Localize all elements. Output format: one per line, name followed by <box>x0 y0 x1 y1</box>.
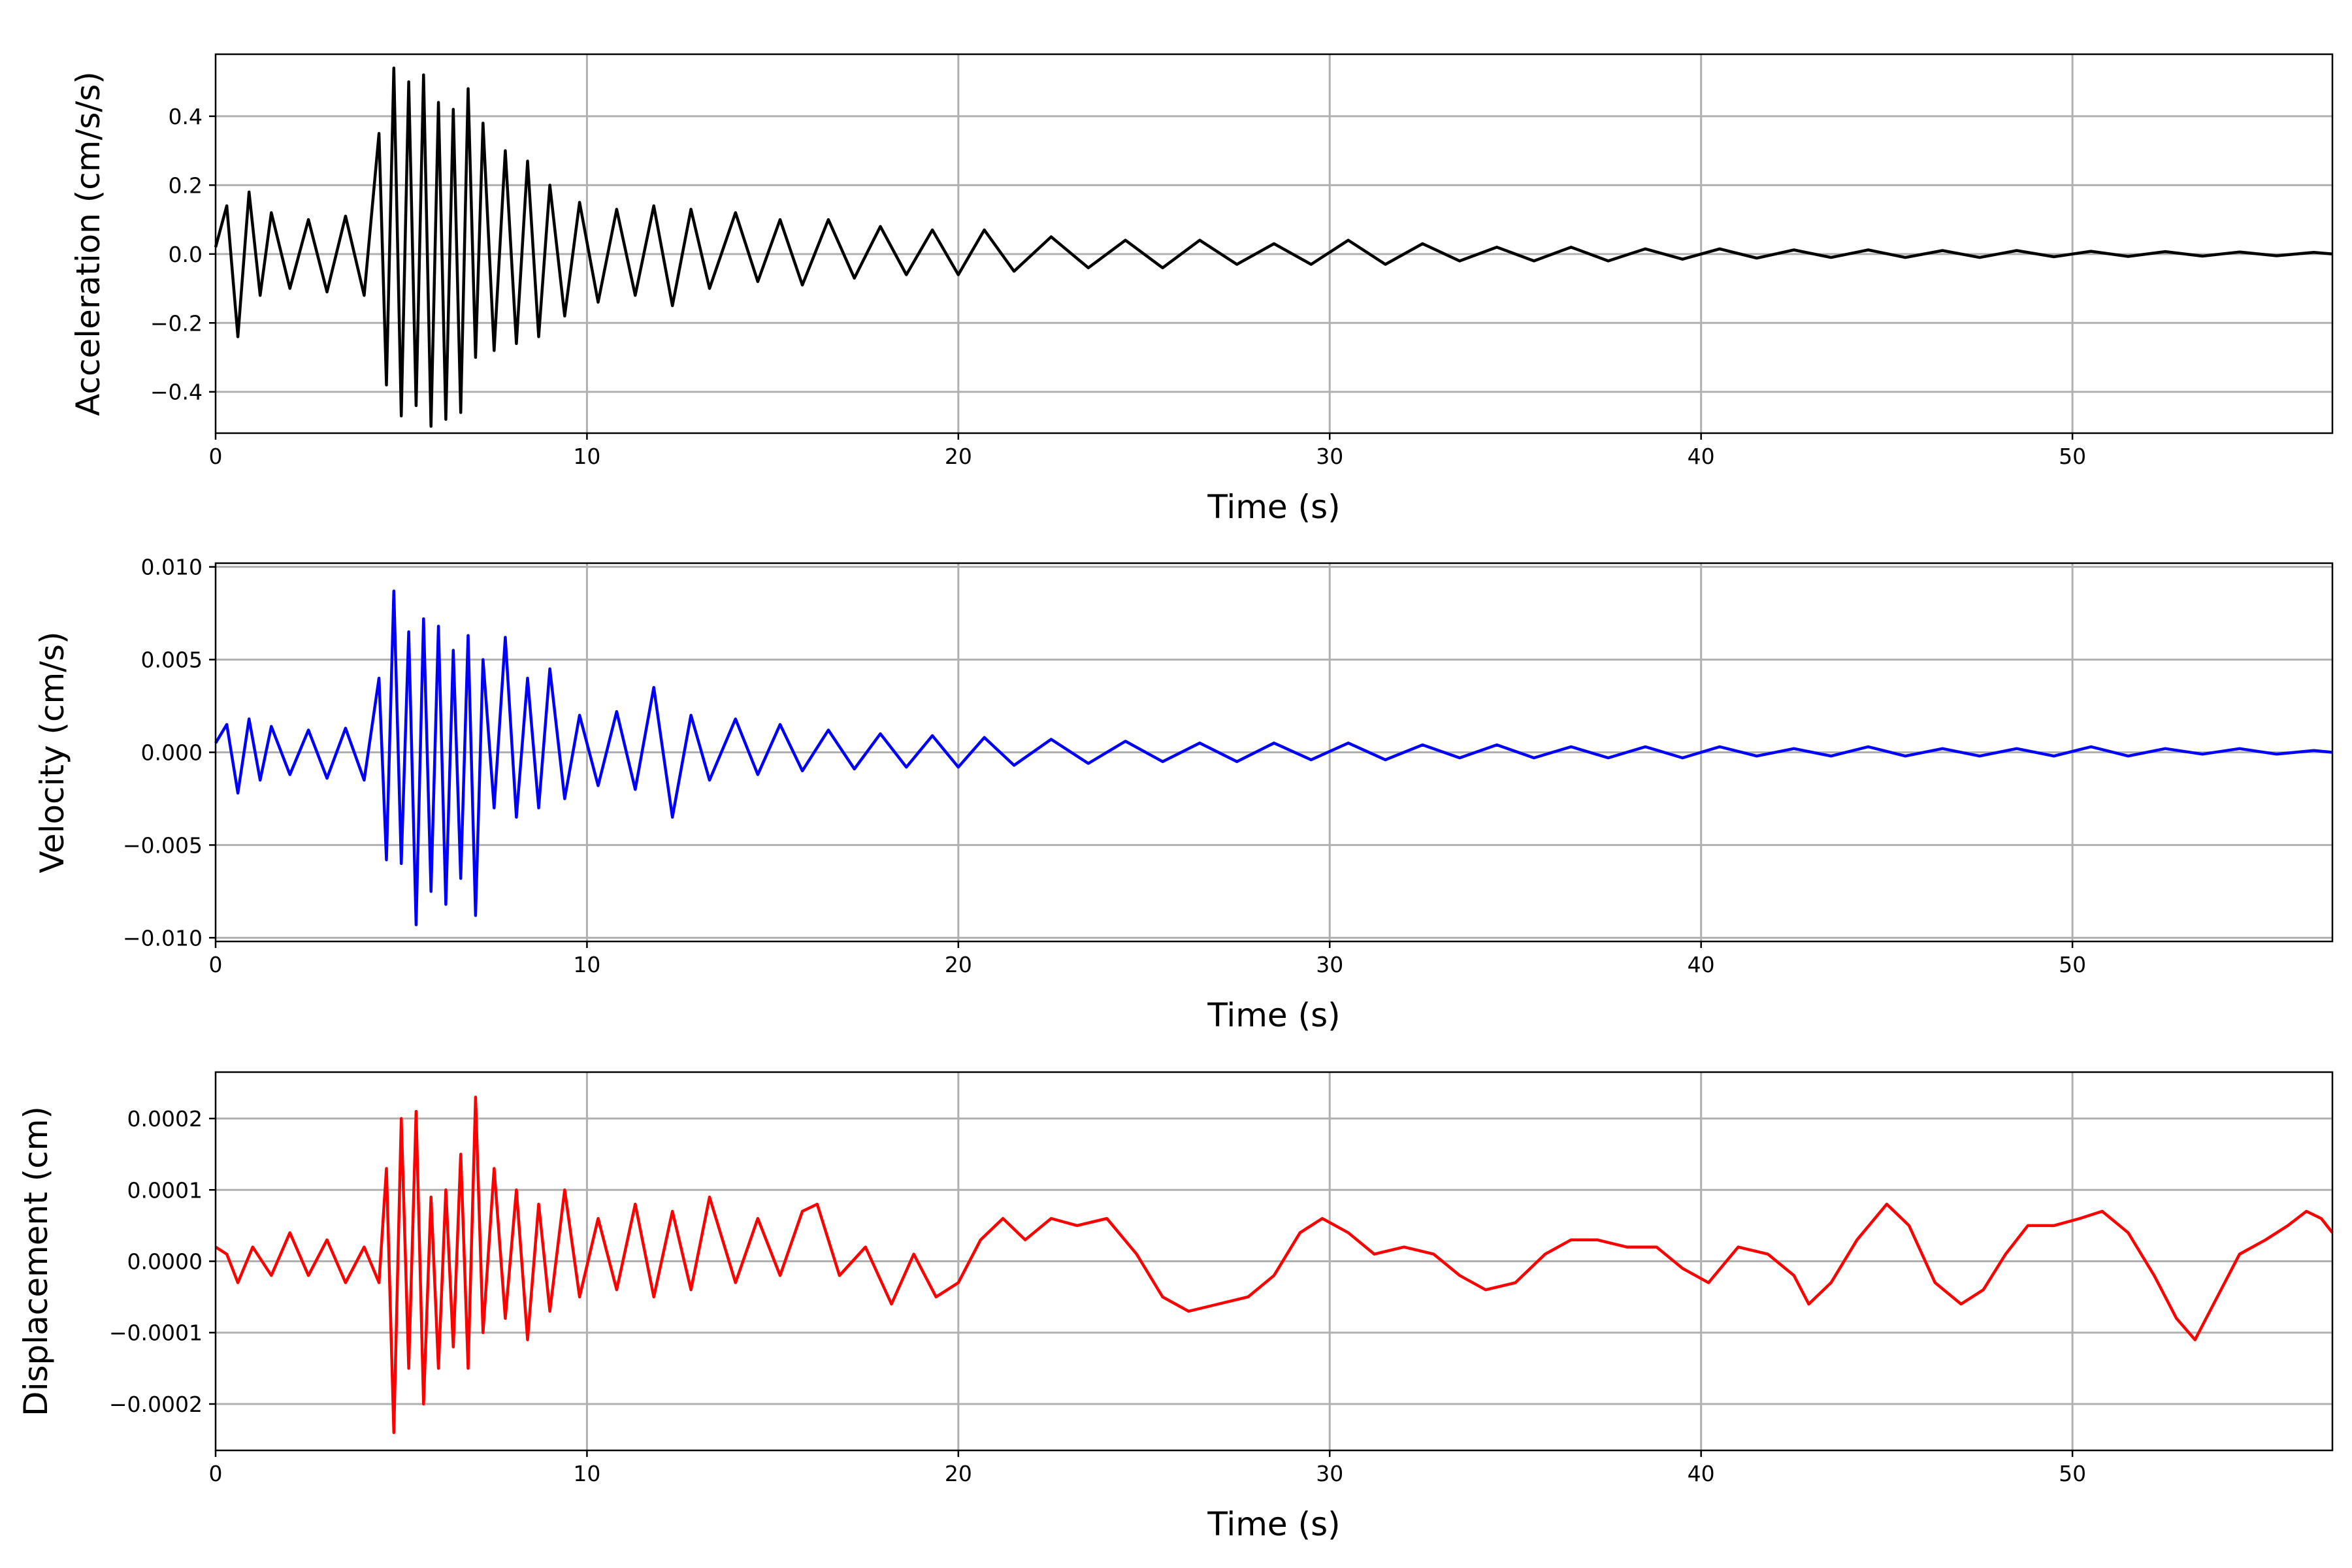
x-tick-label: 0 <box>209 1461 223 1486</box>
y-tick-label: 0.0001 <box>127 1177 203 1203</box>
x-tick-label: 30 <box>1316 1461 1343 1486</box>
x-axis-label: Time (s) <box>1207 996 1340 1034</box>
x-tick-label: 40 <box>1688 444 1715 469</box>
y-axis-label: Acceleration (cm/s/s) <box>69 71 107 416</box>
series-line-1 <box>214 66 2333 428</box>
x-tick-label: 50 <box>2059 952 2086 977</box>
y-tick-label: −0.005 <box>123 832 203 858</box>
x-tick-label: 10 <box>573 444 600 469</box>
x-tick-label: 40 <box>1688 1461 1715 1486</box>
y-tick-label: 0.2 <box>169 172 203 198</box>
y-axis-label: Displacement (cm) <box>17 1106 55 1416</box>
x-tick-label: 20 <box>945 1461 972 1486</box>
axes-frame <box>214 53 2334 434</box>
x-axis-label: Time (s) <box>1207 488 1340 526</box>
x-tick-label: 0 <box>209 444 223 469</box>
x-tick-label: 50 <box>2059 444 2086 469</box>
y-tick-label: −0.0001 <box>109 1320 203 1346</box>
y-tick-label: 0.000 <box>141 740 203 766</box>
y-tick-label: 0.4 <box>169 104 203 129</box>
y-tick-label: 0.0002 <box>127 1106 203 1132</box>
subplot-2: 0 10 20 30 40 50 −0.010 −0.005 0.000 0.005 0.010 Ti… <box>33 555 2334 1034</box>
y-tick-label: −0.2 <box>150 310 203 336</box>
y-tick-label: 0.010 <box>141 555 203 580</box>
x-tick-label: 0 <box>209 952 223 977</box>
x-tick-label: 30 <box>1316 444 1343 469</box>
subplot-panels: 0 10 20 30 40 50 −0.4 −0.2 0.0 0.2 0.4 Time (s) Acce… <box>17 53 2334 1543</box>
x-tick-label: 20 <box>945 444 972 469</box>
x-tick-label: 40 <box>1688 952 1715 977</box>
x-tick-label: 50 <box>2059 1461 2086 1486</box>
series-line-1 <box>214 589 2333 926</box>
y-axis-label: Velocity (cm/s) <box>33 631 71 873</box>
subplot-1: 0 10 20 30 40 50 −0.4 −0.2 0.0 0.2 0.4 Time (s) Acce… <box>69 53 2334 526</box>
series-line-1 <box>214 1095 2334 1434</box>
x-tick-label: 10 <box>573 1461 600 1486</box>
y-tick-label: 0.0000 <box>127 1249 203 1275</box>
x-axis-label: Time (s) <box>1207 1505 1340 1543</box>
y-tick-label: −0.4 <box>150 380 203 405</box>
y-tick-label: 0.005 <box>141 647 203 673</box>
y-tick-label: −0.0002 <box>109 1392 203 1417</box>
y-tick-label: −0.010 <box>123 925 203 951</box>
y-tick-label: 0.0 <box>169 242 203 267</box>
x-tick-label: 10 <box>573 952 600 977</box>
x-tick-label: 30 <box>1316 952 1343 977</box>
x-tick-label: 20 <box>945 952 972 977</box>
subplot-3: 0 10 20 30 40 50 −0.0002 −0.0001 0.0000 0.0001 0.0… <box>17 1071 2334 1543</box>
